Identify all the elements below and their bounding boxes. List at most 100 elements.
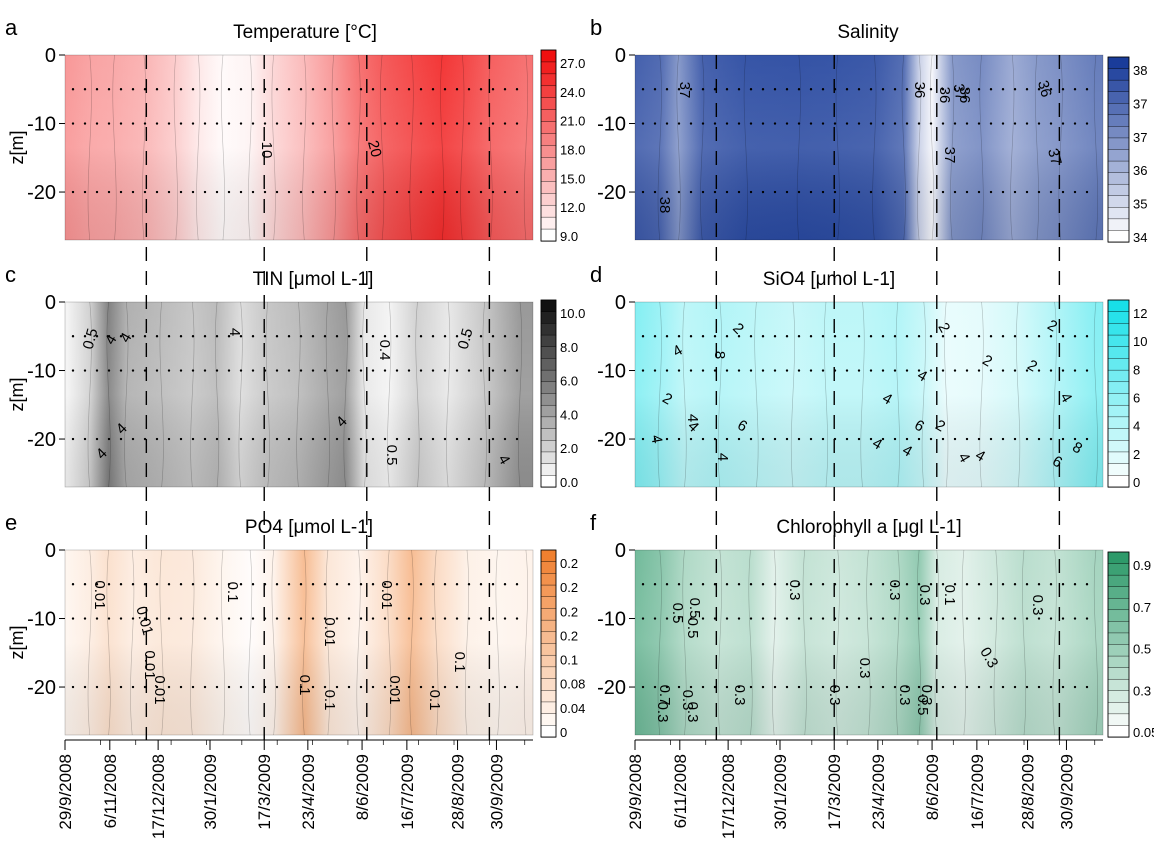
sample-dot <box>311 122 315 125</box>
sample-dot <box>845 583 849 586</box>
sample-dot <box>725 190 729 194</box>
contour-line <box>700 54 705 241</box>
sample-dot <box>989 190 993 194</box>
sample-dot <box>431 369 435 372</box>
contour-line <box>302 549 307 736</box>
sample-dot <box>167 685 171 689</box>
sample-dot <box>737 190 741 194</box>
sample-dot <box>1025 583 1029 586</box>
y-axis-label: z[m] <box>7 626 27 660</box>
sample-dot <box>881 190 885 194</box>
sample-dot <box>179 190 183 194</box>
ytick-label: 0 <box>615 540 626 562</box>
contour-label: 0.3 <box>886 580 903 601</box>
sample-dot <box>215 190 219 194</box>
sample-dot <box>251 88 255 91</box>
sample-dot <box>419 685 423 689</box>
sample-dot <box>1049 583 1053 586</box>
sample-dot <box>251 685 255 689</box>
contour-label: 0.01 <box>91 580 108 609</box>
ytick-label: -10 <box>597 114 626 136</box>
contour-label: 37 <box>676 82 693 99</box>
sample-dot <box>701 685 705 689</box>
sample-dot <box>275 122 279 125</box>
sample-dot <box>431 583 435 586</box>
sample-dot <box>191 335 195 338</box>
contour-label: 8 <box>711 351 728 359</box>
sample-dot <box>653 335 657 338</box>
sample-dot <box>383 685 387 689</box>
colorbar-step <box>540 619 557 633</box>
ytick-label: -20 <box>27 182 56 204</box>
sample-dot <box>407 190 411 194</box>
sample-dot <box>881 685 885 689</box>
contour-label: 0.1 <box>426 690 443 711</box>
sample-dot <box>95 335 99 338</box>
colorbar-step <box>540 49 557 63</box>
sample-dot <box>821 190 825 194</box>
heatmap-shade-c <box>65 302 533 487</box>
sample-dot <box>419 617 423 620</box>
sample-dot <box>833 335 837 338</box>
sample-dot <box>119 437 123 441</box>
sample-dot <box>929 617 933 620</box>
colorbar-step <box>540 109 557 123</box>
sample-dot <box>215 88 219 91</box>
contour-line <box>343 301 348 488</box>
sample-dot <box>131 583 135 586</box>
sample-dot <box>1085 685 1089 689</box>
sample-dot <box>689 335 693 338</box>
sample-dot <box>119 685 123 689</box>
sample-dot <box>239 583 243 586</box>
sample-dot <box>179 369 183 372</box>
contour-line <box>124 301 129 488</box>
sample-dot <box>383 617 387 620</box>
sample-dot <box>869 88 873 91</box>
xtick-label: 28/8/2009 <box>1019 754 1038 830</box>
sample-dot <box>239 335 243 338</box>
sample-dot <box>239 122 243 125</box>
sample-dot <box>857 190 861 194</box>
sample-dot <box>359 583 363 586</box>
colorbar-step <box>1107 416 1130 430</box>
sample-dot <box>1025 190 1029 194</box>
colorbar-step <box>1107 323 1130 336</box>
sample-dot <box>131 190 135 194</box>
sample-dot <box>641 88 645 91</box>
contour-label: 0.5 <box>80 327 102 352</box>
sample-dot <box>359 122 363 125</box>
sample-dot <box>677 369 681 372</box>
contour-line <box>917 549 922 736</box>
sample-dot <box>785 685 789 689</box>
sample-dot <box>95 617 99 620</box>
sample-dot <box>107 437 111 441</box>
colorbar-step <box>1107 690 1130 703</box>
sample-dot <box>479 122 483 125</box>
contour-line <box>106 549 111 736</box>
colorbar-step <box>540 381 557 395</box>
sample-dot <box>641 685 645 689</box>
sample-dot <box>515 437 519 441</box>
ytick-label: 0 <box>615 45 626 67</box>
sample-dot <box>371 685 375 689</box>
sample-dot <box>989 583 993 586</box>
sample-dot <box>821 685 825 689</box>
sample-dot <box>503 685 507 689</box>
sample-dot <box>467 583 471 586</box>
contour-line <box>754 301 759 488</box>
contour-line <box>464 549 470 736</box>
sample-dot <box>215 122 219 125</box>
sample-dot <box>311 335 315 338</box>
sample-dot <box>191 369 195 372</box>
sample-dot <box>953 437 957 441</box>
sample-dot <box>797 583 801 586</box>
sample-dot <box>359 335 363 338</box>
sample-dot <box>929 122 933 125</box>
sample-dot <box>869 437 873 441</box>
contour-line <box>159 301 164 488</box>
sample-dot <box>809 685 813 689</box>
colorbar-frame <box>540 299 557 488</box>
contour-label: 36 <box>911 82 928 99</box>
sample-dot <box>71 88 75 91</box>
contour-label: 0.5 <box>669 603 686 624</box>
